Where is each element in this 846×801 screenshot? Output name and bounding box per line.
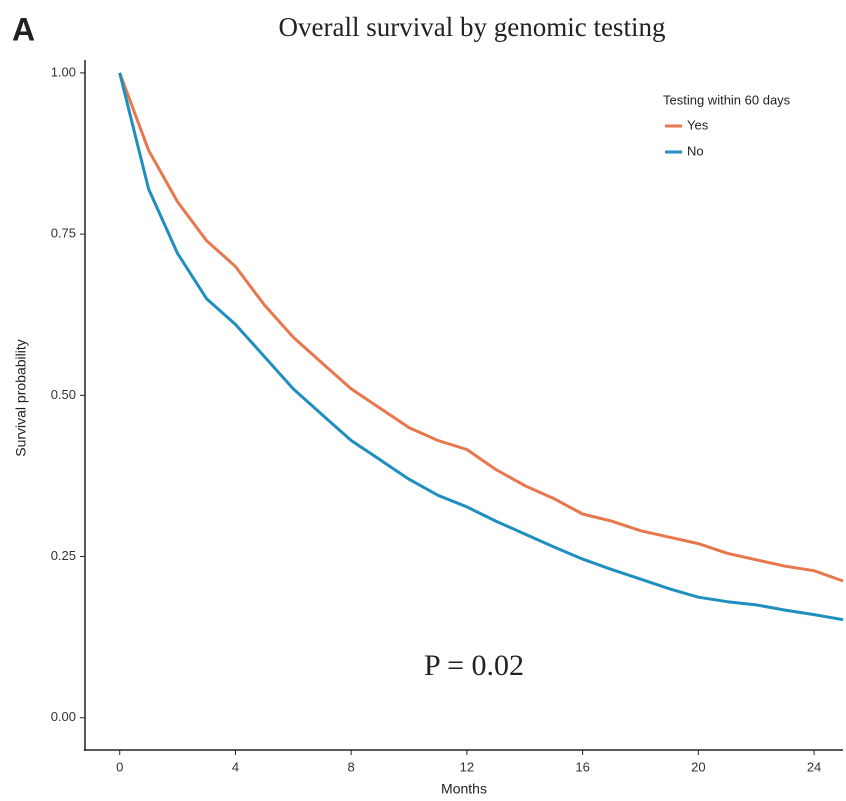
y-tick-label: 0.50 [51,387,76,402]
x-tick-label: 12 [460,759,474,774]
legend-label: No [687,143,704,158]
y-tick-label: 0.75 [51,226,76,241]
legend-title: Testing within 60 days [663,92,791,107]
x-tick-label: 0 [116,759,123,774]
survival-line [118,72,844,622]
y-tick-label: 0.00 [51,709,76,724]
chart-title: Overall survival by genomic testing [279,12,666,42]
x-tick-label: 24 [807,759,821,774]
x-tick-label: 8 [348,759,355,774]
x-tick-label: 4 [232,759,239,774]
x-tick-label: 20 [691,759,705,774]
y-tick-label: 0.25 [51,548,76,563]
y-tick-label: 1.00 [51,64,76,79]
survival-line [118,72,844,583]
p-value: P = 0.02 [424,649,524,682]
x-axis-label: Months [441,781,487,797]
x-tick-label: 16 [575,759,589,774]
y-axis-label: Survival probability [13,339,29,457]
legend-label: Yes [687,117,709,132]
panel-label: A [12,11,35,47]
